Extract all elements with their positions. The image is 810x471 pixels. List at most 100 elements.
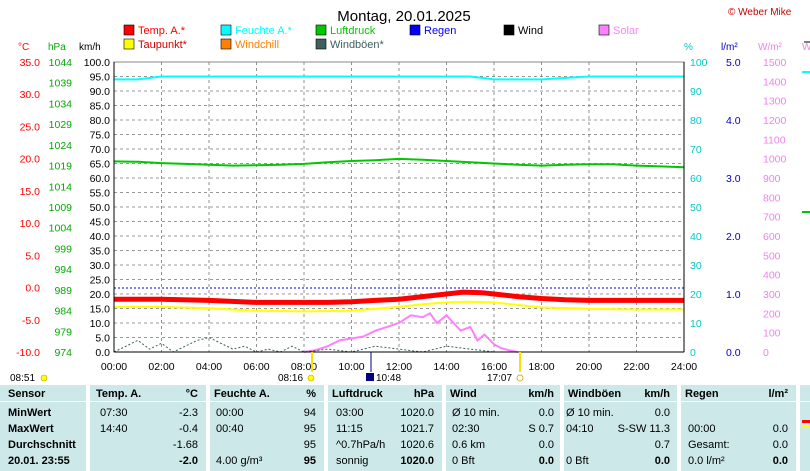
y-tick-label: -10.0 (16, 347, 40, 359)
y-tick-label: 95.0 (90, 72, 111, 84)
y-tick-label: 200 (763, 308, 781, 320)
header-temp: Temp. A. (96, 388, 142, 400)
sunset-icon (516, 374, 524, 382)
y-tick-label: 400 (763, 270, 781, 282)
y-tick-label: 1044 (49, 57, 73, 69)
y-tick-label: 5.0 (25, 250, 40, 262)
y-tick-label: 25.0 (90, 275, 111, 287)
y-tick-label: 85.0 (90, 101, 111, 113)
y-tick-label: 50.0 (90, 202, 111, 214)
y-tick-label: 60 (690, 173, 702, 185)
table-cell-wind-val: 0.0 (538, 407, 554, 419)
legend-swatch (220, 24, 232, 36)
table-cell-temp-time: 14:40 (100, 423, 128, 435)
table-cell-rain-time: Gesamt: (688, 439, 730, 451)
y-tick-label: 600 (763, 231, 781, 243)
right-edge-mark-yellow (802, 425, 810, 428)
sunset-time: 17:07 (487, 373, 512, 384)
right-edge-unit: W (802, 42, 810, 53)
y-tick-label: 999 (54, 243, 72, 255)
y-tick-label: 25.0 (20, 121, 41, 133)
table-cell-hum-time: 4.00 g/m³ (216, 455, 263, 467)
y-tick-label: 75.0 (90, 130, 111, 142)
y-tick-label: 10 (690, 318, 702, 330)
y-tick-label: 0 (763, 347, 769, 359)
legend-swatch (123, 24, 135, 36)
moon-time: 10:48 (376, 373, 401, 384)
y-tick-label: 80.0 (90, 115, 111, 127)
y-tick-label: 70 (690, 144, 702, 156)
y-tick-label: 30 (690, 260, 702, 272)
table-cell-press-time: sonnig (336, 455, 369, 467)
sunrise-time: 08:16 (278, 373, 303, 384)
x-tick-label: 08:00 (291, 361, 317, 373)
y-tick-label: 100.0 (84, 57, 110, 69)
y-tick-label: 35.0 (20, 57, 41, 69)
table-cell-gust-time: Ø 10 min. (566, 407, 614, 419)
weather-chart: Montag, 20.01.2025 © Weber Mike Temp. A.… (10, 7, 810, 384)
y-tick-label: 100 (763, 328, 781, 340)
legend-swatch (123, 38, 135, 50)
table-cell-gust-val: 0.0 (654, 455, 670, 467)
header-sensor: Sensor (8, 388, 46, 400)
y-tick-label: 1014 (49, 181, 73, 193)
table-cell-wind-time: 02:30 (452, 423, 480, 435)
header-pressure: Luftdruck (332, 388, 383, 400)
y-tick-label: 1.0 (726, 289, 741, 301)
legend-swatch (409, 24, 421, 36)
y-tick-label: 60.0 (90, 173, 111, 185)
y-tick-label: 1004 (49, 223, 73, 235)
header-humidity: Feuchte A. (214, 388, 270, 400)
y-tick-label: 500 (763, 250, 781, 262)
y-tick-label: 15.0 (90, 304, 111, 316)
table-cell-hum-time: 00:00 (216, 407, 244, 419)
y-tick-label: 800 (763, 192, 781, 204)
y-tick-label: 50 (690, 202, 702, 214)
axis-ticks: 35.0 30.0 25.0 20.0 15.0 10.0 5.0 0.0 -5.0 -10.0 1… (16, 57, 786, 373)
y-tick-label: 65.0 (90, 159, 111, 171)
statistics-table: Sensor Temp. A. °C Feuchte A. % Luftdruc… (0, 385, 810, 471)
sunrise-icon (307, 374, 315, 382)
header-wind: Wind (450, 388, 477, 400)
table-cell-press-val: 1020.6 (400, 439, 434, 451)
y-tick-label: 10.0 (20, 218, 41, 230)
legend-swatch (220, 38, 232, 50)
series-line-feuchte-a (114, 75, 684, 81)
table-cell-temp-val: -2.0 (179, 455, 198, 467)
header-gust-unit: km/h (644, 388, 670, 400)
table-cell-rain-val: 0.0 (772, 423, 788, 435)
y-tick-label: 900 (763, 173, 781, 185)
y-tick-label: 1029 (49, 119, 73, 131)
y-tick-label: 35.0 (90, 246, 111, 258)
y-tick-label: 10.0 (90, 318, 111, 330)
x-tick-label: 14:00 (433, 361, 459, 373)
y-tick-label: 40 (690, 231, 702, 243)
x-tick-label: 02:00 (148, 361, 174, 373)
table-cell-hum-val: 95 (303, 455, 316, 467)
x-tick-label: 24:00 (671, 361, 697, 373)
table-cell-gust-time: 0 Bft (566, 455, 589, 467)
legend-label: Windböen* (330, 39, 385, 51)
legend-label: Feuchte A.* (235, 25, 293, 37)
legend-label: Windchill (235, 39, 279, 51)
y-tick-label: 994 (54, 264, 72, 276)
y-tick-label: 55.0 (90, 188, 111, 200)
axis-unit-percent: % (684, 42, 693, 53)
series-line-luftdruck (113, 157, 685, 169)
table-cell-rain-time: 0.0 l/m² (688, 455, 725, 467)
header-rain-unit: l/m² (768, 388, 788, 400)
y-tick-label: 979 (54, 326, 72, 338)
legend-label: Solar (613, 25, 639, 37)
y-tick-label: 300 (763, 289, 781, 301)
y-tick-label: 1000 (763, 154, 787, 166)
y-tick-label: 20 (690, 289, 702, 301)
credit-text: © Weber Mike (728, 7, 792, 18)
table-cell-hum-val: 94 (303, 407, 316, 419)
table-cell-rain-val: 0.0 (772, 439, 788, 451)
legend-label: Temp. A.* (138, 25, 186, 37)
y-tick-label: 30.0 (90, 260, 111, 272)
table-cell-press-time: ^0.7hPa/h (336, 439, 386, 451)
y-tick-label: 100 (690, 57, 708, 69)
table-cell-label: Durchschnitt (8, 439, 76, 451)
legend-swatch (503, 24, 515, 36)
